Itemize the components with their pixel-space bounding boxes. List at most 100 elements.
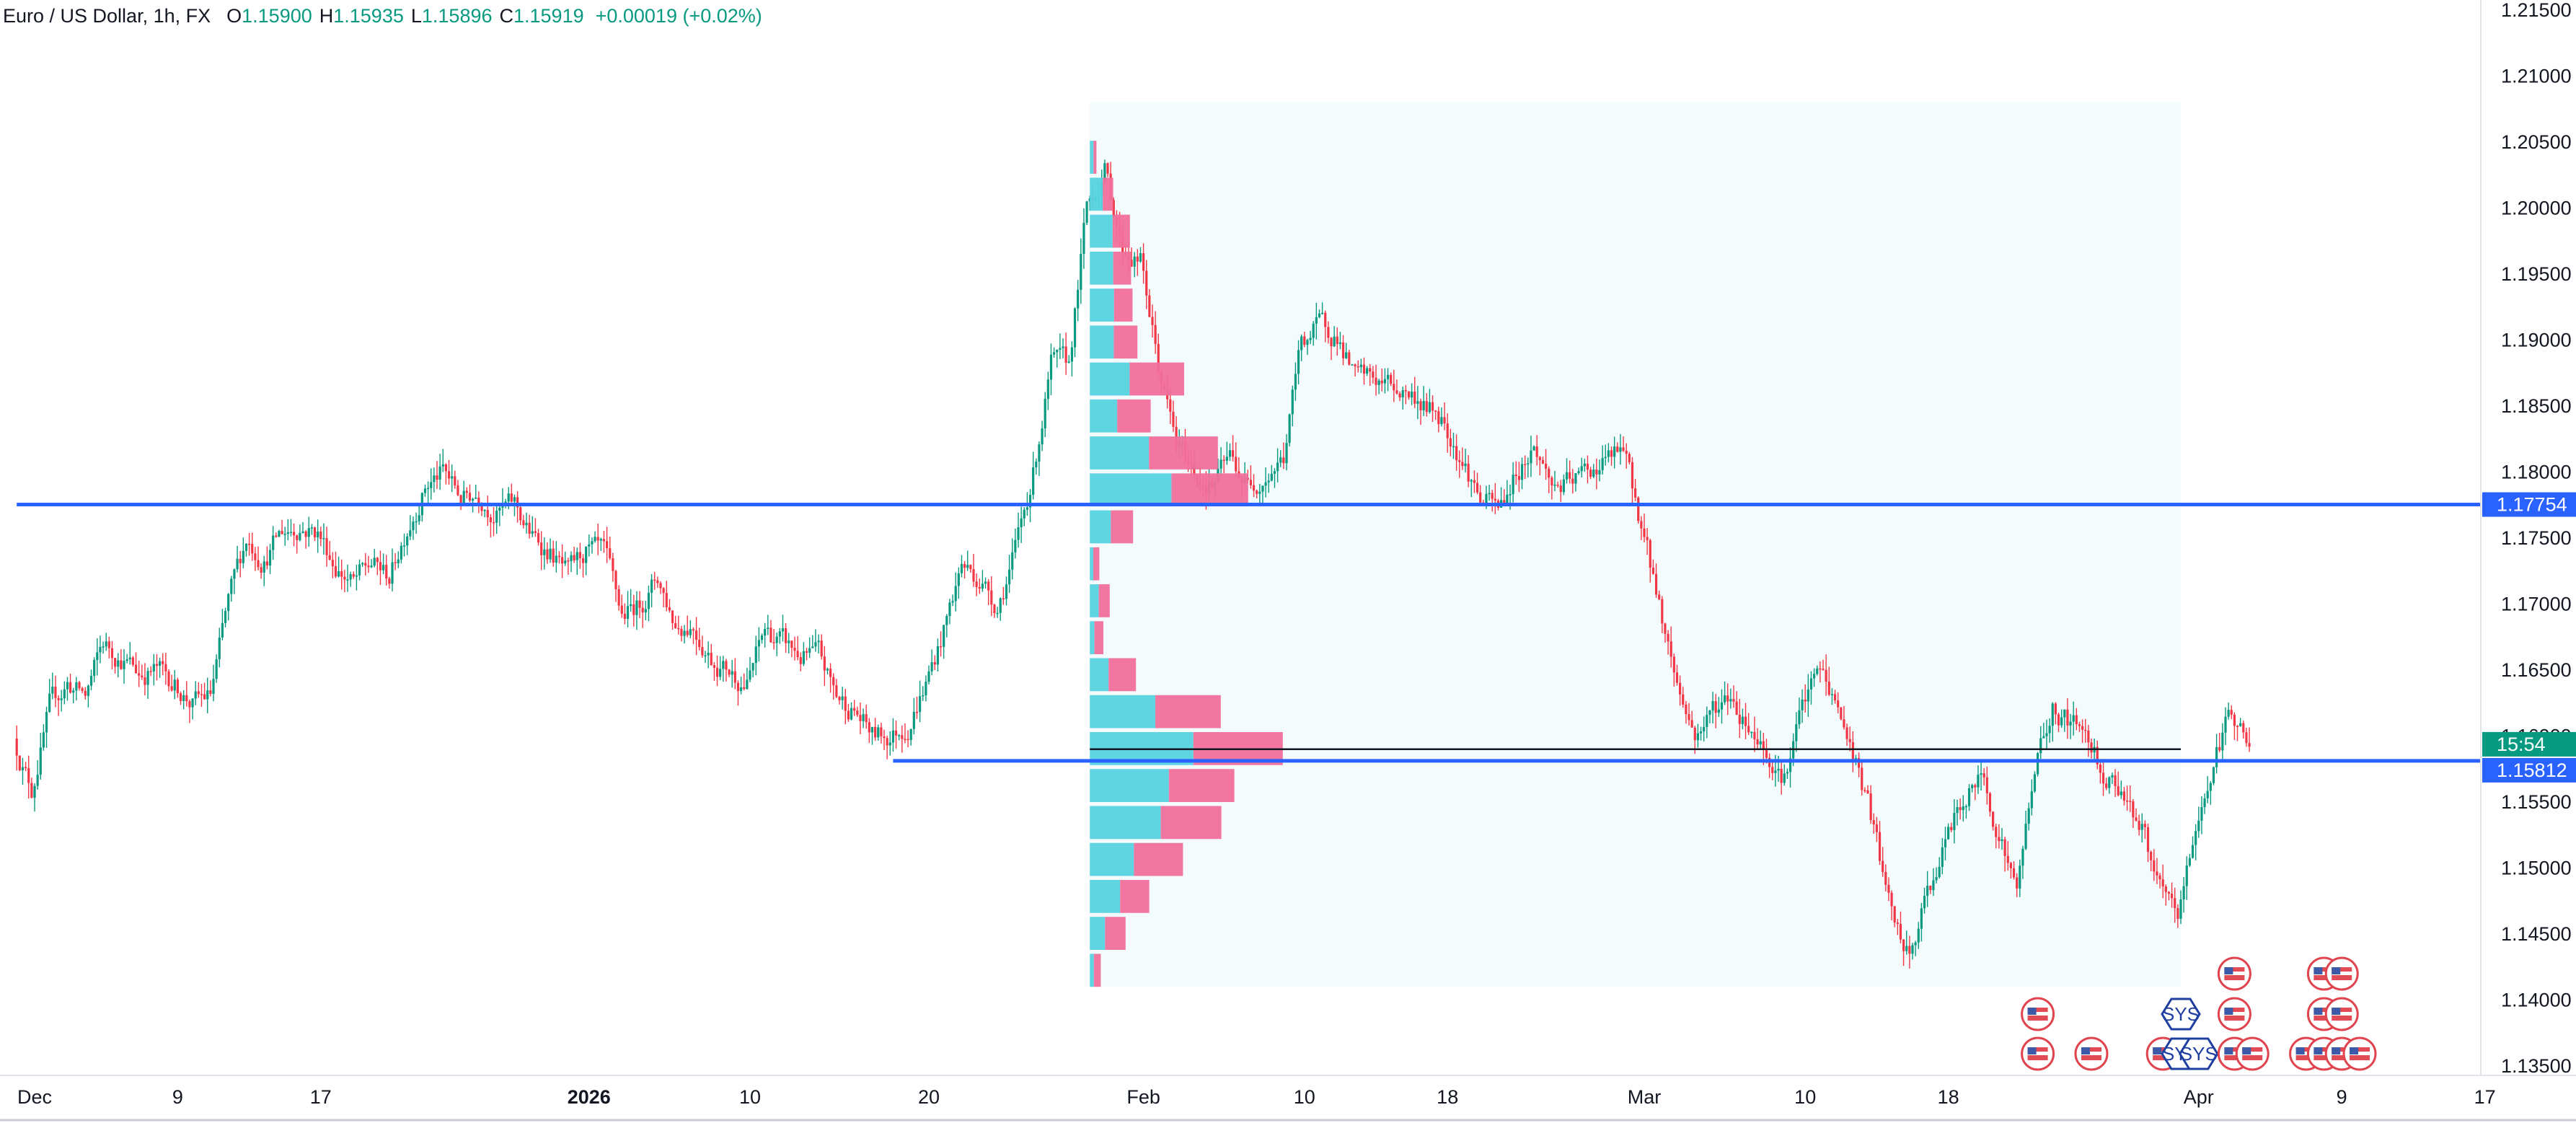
candle-body <box>919 696 922 713</box>
candle <box>581 554 585 578</box>
level-price-tag[interactable]: 1.17754 <box>2482 492 2576 517</box>
candle-body <box>1720 702 1724 710</box>
candle <box>2174 887 2176 923</box>
candle <box>334 551 338 578</box>
candle <box>919 680 922 723</box>
us-flag-event-icon[interactable] <box>2217 956 2251 991</box>
us-flag-event-icon[interactable] <box>2074 1036 2109 1071</box>
candle <box>159 657 162 678</box>
us-flag-event-icon[interactable] <box>2217 997 2251 1031</box>
candle-body <box>757 640 760 647</box>
candle <box>107 636 110 659</box>
candle <box>1467 455 1470 488</box>
us-flag-event-icon[interactable] <box>2021 1036 2055 1071</box>
candle-body <box>1845 727 1848 739</box>
candle-body <box>793 648 796 651</box>
us-flag-event-icon[interactable] <box>2324 956 2359 991</box>
flag-stripe-white <box>2313 972 2334 975</box>
symbol-title[interactable]: Euro / US Dollar, 1h, FX <box>3 4 211 27</box>
candle-body <box>963 563 966 568</box>
us-flag-event-icon[interactable] <box>2324 997 2359 1031</box>
flag-canton <box>2332 1008 2341 1015</box>
candle <box>346 564 349 592</box>
candle-body <box>513 497 516 502</box>
candle <box>1315 302 1318 340</box>
candle-body <box>1717 709 1720 713</box>
candle <box>1279 450 1282 467</box>
candle <box>1625 443 1628 469</box>
candle-body <box>1708 710 1711 715</box>
candle-body <box>888 742 891 746</box>
candle-body <box>585 546 588 563</box>
candle-body <box>397 559 400 563</box>
candle <box>1974 783 1977 801</box>
candle <box>1488 485 1491 501</box>
candle-body <box>1130 260 1133 267</box>
candle-body <box>304 531 307 537</box>
candle-body <box>1312 323 1315 338</box>
candle <box>540 531 543 571</box>
candle <box>409 515 412 540</box>
candle-body <box>1866 790 1869 794</box>
candle <box>1517 462 1520 493</box>
candle-body <box>60 698 63 700</box>
candle-body <box>194 691 197 699</box>
candle <box>1586 455 1589 484</box>
candle <box>1896 919 1899 935</box>
candle-body <box>1428 402 1431 413</box>
flag-stripe-white <box>2295 1052 2316 1055</box>
candle <box>1449 428 1452 457</box>
candle <box>1679 675 1682 706</box>
candle-body <box>1616 446 1619 452</box>
candle-body <box>1252 485 1256 491</box>
candle <box>81 687 84 694</box>
candle-body <box>170 686 173 691</box>
current-price-tag[interactable]: 1.15812 <box>2482 757 2576 783</box>
candle <box>1073 307 1077 358</box>
candle-body <box>33 785 36 798</box>
us-flag-event-icon[interactable] <box>2342 1036 2377 1071</box>
candle-body <box>1675 672 1679 683</box>
candle <box>221 609 224 640</box>
candle <box>915 696 919 719</box>
candle-body <box>1235 457 1238 472</box>
candle-body <box>966 565 969 568</box>
candle <box>1252 474 1256 498</box>
candle <box>299 524 301 542</box>
candle <box>1696 723 1699 748</box>
candle <box>244 543 248 557</box>
candle <box>1306 338 1309 355</box>
candle <box>89 669 93 691</box>
candle <box>188 699 191 723</box>
candle <box>1616 442 1619 453</box>
candle <box>2191 836 2195 859</box>
candle <box>1062 338 1064 358</box>
candle <box>483 508 486 518</box>
flag-stripe-white <box>2224 972 2245 975</box>
volume-up-bar <box>1090 695 1155 728</box>
candle-body <box>260 567 263 573</box>
candle <box>2245 727 2248 747</box>
system-event-badge[interactable]: SYS <box>2179 1037 2219 1070</box>
candle-body <box>1455 446 1458 461</box>
candle-body <box>943 625 945 647</box>
candle <box>945 614 948 638</box>
candle-body <box>2212 767 2215 783</box>
price-tick-label: 1.20000 <box>2501 198 2572 219</box>
candle-body <box>1848 739 1851 742</box>
candle <box>901 725 904 753</box>
volume-row <box>1090 917 1126 950</box>
us-flag-event-icon[interactable] <box>2235 1036 2270 1071</box>
candle-body <box>1982 773 1985 778</box>
candle-body <box>2087 731 2090 743</box>
us-flag-event-icon[interactable] <box>2021 997 2055 1031</box>
system-event-badge[interactable]: SYS <box>2161 998 2201 1031</box>
candle-body <box>1377 380 1380 385</box>
candle-body <box>317 532 319 537</box>
candle-body <box>2153 860 2156 872</box>
candle <box>865 705 868 729</box>
bar-countdown-tag[interactable]: 15:54 <box>2482 731 2576 757</box>
candle-body <box>859 715 862 721</box>
candle-body <box>665 593 668 607</box>
